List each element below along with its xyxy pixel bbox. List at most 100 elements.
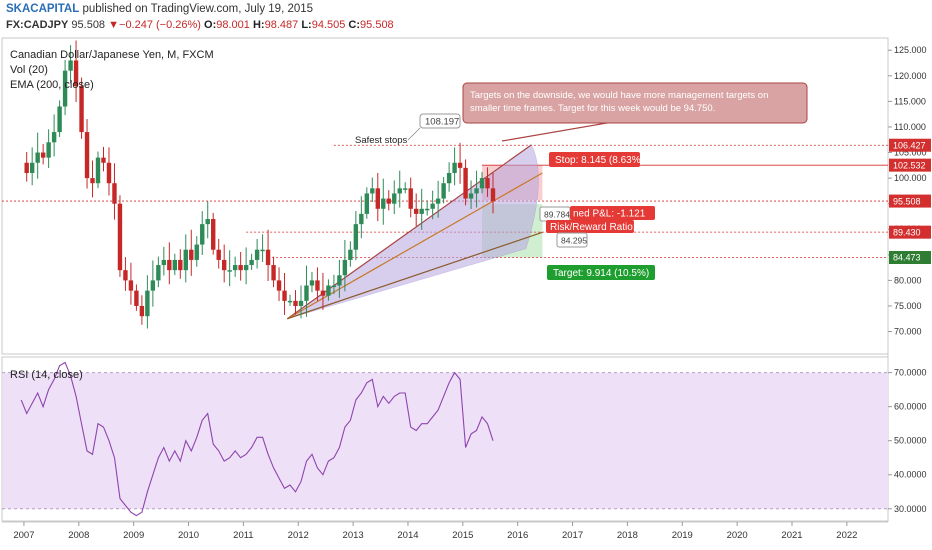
candle-body [304, 285, 309, 301]
candle-body [326, 285, 331, 296]
candle-body [342, 259, 348, 276]
price-tick-label: 75.000 [894, 301, 922, 311]
candle-body [424, 208, 430, 211]
candle-body [397, 188, 402, 194]
candle-body [35, 152, 40, 163]
candle-body [232, 265, 238, 271]
price-tick-label: 125.000 [894, 45, 927, 55]
rsi-line-group [20, 361, 494, 517]
candle-body [392, 193, 397, 204]
candle-body [457, 162, 463, 168]
candle-body [29, 162, 35, 173]
rsi-band [3, 372, 888, 509]
candle-body [106, 162, 112, 184]
time-tick-label: 2012 [288, 530, 309, 541]
price-tag-label: 95.508 [893, 196, 921, 206]
candle-body [221, 259, 227, 271]
label-108: 108.197 [425, 117, 459, 128]
stop-label-box[interactable] [549, 152, 640, 167]
candle-body [474, 188, 479, 194]
time-axis: 2007 2008 2009 2010 2011 2012 2013 2014 2015 2016… [13, 522, 857, 541]
time-tick-label: 2010 [178, 530, 199, 541]
label-84-box[interactable] [556, 232, 588, 248]
price-tags: 106.427 102.532 95.508 89.430 84.473 [889, 138, 931, 265]
close-label: C: [348, 19, 361, 31]
candle-body [468, 193, 474, 199]
price-change: −0.247 (−0.26%) [119, 19, 201, 31]
candle-body [452, 162, 457, 173]
candle-body [413, 208, 419, 214]
candle-body [359, 213, 364, 225]
candle-body [211, 219, 216, 250]
safest-stops-text: Safest stops [355, 135, 408, 146]
candle-body [161, 259, 167, 266]
rr-label-box[interactable] [546, 220, 634, 233]
candle-body [183, 249, 188, 271]
candle-body [446, 172, 452, 184]
main-title: Canadian Dollar/Japanese Yen, M, FXCM [10, 49, 214, 61]
callout-box[interactable] [462, 82, 808, 124]
price-tick-label: 110.000 [894, 122, 926, 132]
candle-body [238, 265, 243, 271]
candle-body [282, 290, 287, 301]
candle-body [46, 142, 51, 158]
candle-body [315, 280, 320, 291]
price-tag-box [889, 158, 931, 172]
candle-body [403, 188, 408, 190]
symbol-name[interactable]: FX:CADJPY [6, 19, 69, 31]
candle-body [150, 280, 156, 291]
time-tick-label: 2022 [836, 530, 857, 541]
price-tick-label: 105.000 [894, 148, 927, 158]
high-value: 98.487 [264, 19, 299, 31]
publisher-line: SKACAPITAL published on TradingView.com,… [6, 3, 313, 15]
rsi-tick-label: 40.0000 [894, 470, 927, 480]
candle-body [441, 183, 446, 199]
price-tick-label: 70.000 [894, 327, 922, 337]
candle-body [254, 249, 260, 260]
candle-body [57, 106, 62, 133]
candle-body [167, 259, 172, 271]
price-tag-label: 89.430 [893, 227, 921, 237]
time-tick-label: 2007 [13, 530, 34, 541]
candle-body [386, 198, 391, 204]
pnl-label-box[interactable] [570, 206, 655, 220]
time-tick-label: 2019 [672, 530, 693, 541]
candle-body [260, 249, 265, 252]
callout-line-2: smaller time frames. Target for this wee… [470, 103, 715, 114]
candle-body [337, 275, 342, 286]
candle-body [90, 178, 95, 184]
price-tick-label: 115.000 [894, 96, 926, 106]
candle-body [287, 300, 293, 303]
safest-stops-leader [407, 127, 421, 141]
candle-body [408, 188, 413, 209]
candle-body [123, 270, 128, 281]
publisher-name[interactable]: SKACAPITAL [6, 3, 80, 15]
quote-line: FX:CADJPY 95.508 ▼−0.247 (−0.26%) O:98.0… [6, 19, 394, 31]
rsi-line [20, 361, 494, 517]
label-84: 84.295 [561, 236, 587, 246]
study-ema: EMA (200, close) [10, 79, 94, 91]
candle-body [172, 259, 178, 271]
price-tag-box [889, 225, 931, 239]
time-tick-label: 2013 [343, 530, 364, 541]
label-108-box[interactable] [419, 113, 461, 129]
target-label-box[interactable] [547, 265, 655, 280]
rsi-title: RSI (14, close) [10, 369, 83, 381]
high-label: H: [252, 19, 265, 31]
price-tick-label: 80.000 [894, 275, 922, 285]
candle-body [490, 188, 496, 202]
candle-body [139, 305, 145, 317]
price-tick-label: 120.000 [894, 71, 927, 81]
candle-body [276, 280, 282, 291]
time-tick-label: 2021 [781, 530, 802, 541]
candle-body [134, 290, 139, 306]
low-value: 94.505 [311, 19, 346, 31]
symbol-header: SKACAPITAL published on TradingView.com,… [0, 0, 932, 36]
study-vol: Vol (20) [10, 64, 48, 76]
candle-body [156, 265, 161, 281]
candle-body [95, 157, 101, 184]
candle-body [51, 132, 57, 143]
price-axis: 125.000 120.000 115.000 110.000 105.000 100.0… [888, 45, 927, 337]
candle-body [309, 280, 315, 286]
